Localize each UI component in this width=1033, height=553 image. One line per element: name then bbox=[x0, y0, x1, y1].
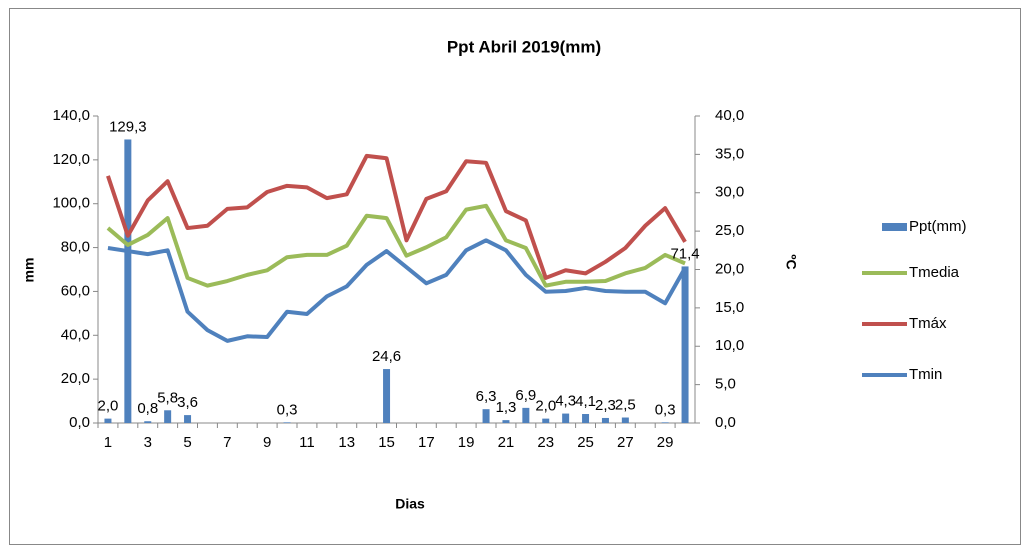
data-label: 2,0 bbox=[535, 398, 556, 415]
bar bbox=[144, 421, 152, 423]
y2-tick-label: 35,0 bbox=[715, 145, 744, 162]
bar bbox=[164, 410, 172, 423]
y-tick-label: 80,0 bbox=[61, 239, 90, 256]
bar bbox=[502, 420, 510, 423]
data-label: 0,8 bbox=[137, 400, 158, 417]
data-label: 5,8 bbox=[157, 389, 178, 406]
y2-tick-label: 10,0 bbox=[715, 337, 744, 354]
line bbox=[107, 238, 687, 343]
data-label: 0,3 bbox=[277, 401, 298, 418]
legend-label: Tmedia bbox=[909, 264, 960, 281]
bar bbox=[681, 266, 689, 423]
x-tick-label: 25 bbox=[577, 434, 594, 451]
data-label: 71,4 bbox=[670, 245, 699, 262]
y2-tick-label: 5,0 bbox=[715, 376, 736, 393]
data-label: 6,3 bbox=[476, 388, 497, 405]
bar bbox=[104, 418, 112, 423]
data-label: 1,3 bbox=[496, 399, 517, 416]
legend-swatch bbox=[882, 223, 907, 231]
bar bbox=[522, 407, 530, 423]
y-axis-title: mm bbox=[21, 258, 37, 283]
bar bbox=[582, 414, 590, 423]
x-tick-label: 3 bbox=[144, 434, 152, 451]
y2-tick-label: 15,0 bbox=[715, 299, 744, 316]
data-label: 0,3 bbox=[655, 401, 676, 418]
data-label: 2,0 bbox=[98, 398, 119, 415]
chart-frame bbox=[9, 8, 1021, 545]
bar bbox=[661, 422, 669, 423]
legend-label: Tmáx bbox=[909, 315, 947, 332]
y-tick-label: 20,0 bbox=[61, 370, 90, 387]
y-tick-label: 40,0 bbox=[61, 326, 90, 343]
x-tick-label: 29 bbox=[657, 434, 674, 451]
bar bbox=[184, 415, 192, 423]
data-label: 2,3 bbox=[595, 397, 616, 414]
x-tick-label: 17 bbox=[418, 434, 435, 451]
x-tick-label: 15 bbox=[378, 434, 395, 451]
bar bbox=[542, 418, 550, 423]
data-label: 6,9 bbox=[515, 387, 536, 404]
y-tick-label: 140,0 bbox=[52, 107, 90, 124]
y-tick-label: 0,0 bbox=[69, 414, 90, 431]
line bbox=[106, 203, 686, 288]
y-tick-label: 60,0 bbox=[61, 282, 90, 299]
x-tick-label: 7 bbox=[223, 434, 231, 451]
data-label: 24,6 bbox=[372, 348, 401, 365]
data-label: 3,6 bbox=[177, 394, 198, 411]
x-tick-label: 5 bbox=[183, 434, 191, 451]
data-label: 129,3 bbox=[109, 118, 147, 135]
bar bbox=[482, 409, 490, 423]
bar bbox=[601, 417, 609, 423]
x-tick-label: 1 bbox=[104, 434, 112, 451]
bar bbox=[621, 417, 629, 423]
line bbox=[106, 153, 687, 280]
x-tick-label: 11 bbox=[299, 434, 315, 451]
chart-title: Ppt Abril 2019(mm) bbox=[447, 37, 601, 56]
y-tick-label: 120,0 bbox=[52, 151, 90, 168]
y-tick-label: 100,0 bbox=[52, 195, 90, 212]
bar bbox=[283, 422, 291, 423]
x-tick-label: 13 bbox=[338, 434, 355, 451]
y2-tick-label: 20,0 bbox=[715, 260, 744, 277]
y2-tick-label: 30,0 bbox=[715, 184, 744, 201]
y2-tick-label: 25,0 bbox=[715, 222, 744, 239]
bar bbox=[562, 413, 570, 423]
data-label: 4,3 bbox=[555, 393, 576, 410]
x-tick-label: 9 bbox=[263, 434, 271, 451]
x-axis-title: Dias bbox=[395, 496, 425, 512]
x-tick-label: 21 bbox=[498, 434, 515, 451]
y2-axis-title: ºC bbox=[783, 254, 799, 269]
y2-tick-label: 0,0 bbox=[715, 414, 736, 431]
bar bbox=[124, 139, 132, 424]
legend-label: Ppt(mm) bbox=[909, 218, 967, 235]
x-tick-label: 19 bbox=[458, 434, 475, 451]
x-tick-label: 23 bbox=[537, 434, 554, 451]
bar bbox=[383, 369, 391, 423]
x-tick-label: 27 bbox=[617, 434, 634, 451]
y2-tick-label: 40,0 bbox=[715, 107, 744, 124]
data-label: 2,5 bbox=[615, 396, 636, 413]
data-label: 4,1 bbox=[575, 393, 596, 410]
legend-label: Tmin bbox=[909, 366, 942, 383]
